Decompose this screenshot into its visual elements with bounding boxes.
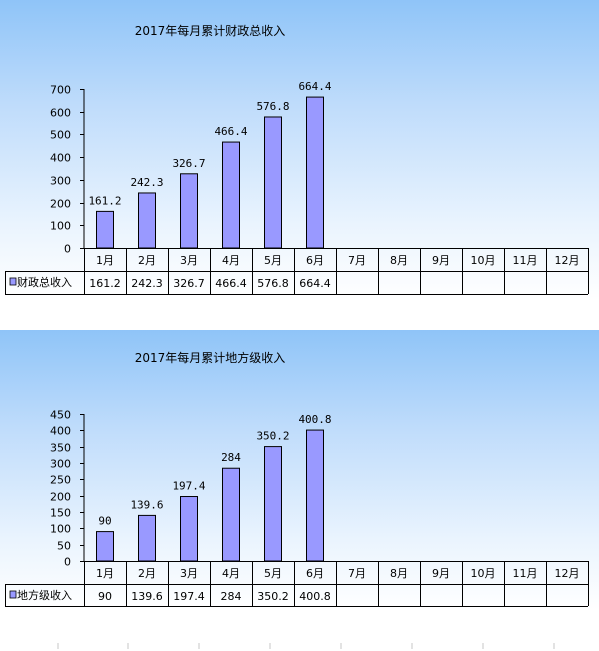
bar-5月 <box>264 116 282 249</box>
data-label: 284 <box>221 451 241 464</box>
y-tick-label: 0 <box>64 243 71 256</box>
y-tick-label: 350 <box>50 442 71 455</box>
table-value: 466.4 <box>215 277 247 290</box>
chart-title: 2017年每月累计地方级收入 <box>135 350 286 365</box>
category-label: 12月 <box>555 567 580 580</box>
y-tick-label: 600 <box>50 107 71 120</box>
data-label: 161.2 <box>88 194 121 207</box>
table-value: 284 <box>221 590 242 603</box>
data-label: 466.4 <box>214 125 247 138</box>
category-label: 5月 <box>264 567 282 580</box>
y-tick-label: 250 <box>50 474 71 487</box>
y-tick-label: 300 <box>50 175 71 188</box>
table-value: 326.7 <box>173 277 205 290</box>
y-tick-label: 400 <box>50 152 71 165</box>
chart-fiscal-revenue: 2017年每月累计财政总收入 0 100 200 300 400 500 600 700 财政总收… <box>5 23 589 295</box>
y-tick-label: 200 <box>50 198 71 211</box>
table-value: 350.2 <box>257 590 289 603</box>
data-label: 242.3 <box>130 176 163 189</box>
category-label: 9月 <box>432 254 450 267</box>
chart-title: 2017年每月累计财政总收入 <box>135 23 286 38</box>
chart-panel-fiscal-revenue: 2017年每月累计财政总收入 0 100 200 300 400 500 600 700 财政总收… <box>0 0 599 300</box>
category-label: 2月 <box>138 567 156 580</box>
y-tick-label: 400 <box>50 425 71 438</box>
category-label: 1月 <box>96 567 114 580</box>
category-label: 10月 <box>471 254 496 267</box>
category-label: 10月 <box>471 567 496 580</box>
category-label: 3月 <box>180 254 198 267</box>
category-label: 8月 <box>390 254 408 267</box>
table-value: 576.8 <box>257 277 289 290</box>
data-label: 139.6 <box>130 498 163 511</box>
category-label: 7月 <box>348 254 366 267</box>
bar-1月 <box>96 210 114 249</box>
y-tick-label: 700 <box>50 84 71 97</box>
table-value: 664.4 <box>299 277 331 290</box>
legend-key <box>9 590 17 599</box>
legend-series-name: 财政总收入 <box>17 275 72 289</box>
data-label: 197.4 <box>172 480 205 493</box>
category-label: 3月 <box>180 567 198 580</box>
y-tick-label: 150 <box>50 507 71 520</box>
page-bottom-dividers <box>57 643 555 649</box>
category-label: 2月 <box>138 254 156 267</box>
category-label: 8月 <box>390 567 408 580</box>
data-label: 350.2 <box>256 430 289 443</box>
bar-3月 <box>180 496 198 562</box>
y-tick-label: 50 <box>57 540 71 553</box>
category-label: 12月 <box>555 254 580 267</box>
bar-5月 <box>264 446 282 562</box>
category-label: 5月 <box>264 254 282 267</box>
data-label: 326.7 <box>172 157 205 170</box>
y-tick-label: 100 <box>50 220 71 233</box>
category-label: 6月 <box>306 254 324 267</box>
category-label: 1月 <box>96 254 114 267</box>
data-label: 90 <box>98 515 111 528</box>
table-value: 139.6 <box>131 590 163 603</box>
bar-2月 <box>138 514 156 562</box>
y-tick-label: 200 <box>50 491 71 504</box>
chart-panel-local-revenue: 2017年每月累计地方级收入 0 50 100 150 200 250 300 350 400 45… <box>0 330 599 610</box>
category-label: 7月 <box>348 567 366 580</box>
y-tick-label: 300 <box>50 458 71 471</box>
category-label: 6月 <box>306 567 324 580</box>
bar-3月 <box>180 173 198 249</box>
y-tick-label: 100 <box>50 523 71 536</box>
table-value: 197.4 <box>173 590 205 603</box>
category-label: 11月 <box>513 567 538 580</box>
bar-2月 <box>138 192 156 249</box>
legend-key <box>9 277 17 286</box>
table-value: 242.3 <box>131 277 163 290</box>
bar-4月 <box>222 141 240 249</box>
bar-6月 <box>306 96 324 249</box>
table-value: 90 <box>98 590 112 603</box>
bar-6月 <box>306 429 324 562</box>
bar-1月 <box>96 531 114 562</box>
table-value: 400.8 <box>299 590 331 603</box>
y-tick-label: 0 <box>64 556 71 569</box>
legend-series-name: 地方级收入 <box>17 588 72 602</box>
data-label: 664.4 <box>298 80 331 93</box>
chart-local-revenue: 2017年每月累计地方级收入 0 50 100 150 200 250 300 350 400 45… <box>5 350 589 607</box>
data-label: 576.8 <box>256 100 289 113</box>
y-tick-label: 500 <box>50 129 71 142</box>
category-label: 4月 <box>222 254 240 267</box>
table-value: 161.2 <box>89 277 121 290</box>
category-label: 9月 <box>432 567 450 580</box>
data-label: 400.8 <box>298 413 331 426</box>
bar-4月 <box>222 467 240 562</box>
category-label: 11月 <box>513 254 538 267</box>
category-label: 4月 <box>222 567 240 580</box>
y-tick-label: 450 <box>50 409 71 422</box>
